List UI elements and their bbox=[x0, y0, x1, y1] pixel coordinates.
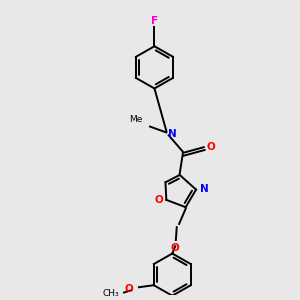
Text: F: F bbox=[151, 16, 158, 26]
Text: O: O bbox=[125, 284, 134, 294]
Text: N: N bbox=[200, 184, 208, 194]
Text: Me: Me bbox=[129, 115, 142, 124]
Text: O: O bbox=[171, 243, 180, 253]
Text: O: O bbox=[206, 142, 215, 152]
Text: O: O bbox=[154, 195, 163, 205]
Text: N: N bbox=[168, 129, 177, 139]
Text: CH₃: CH₃ bbox=[102, 290, 119, 298]
